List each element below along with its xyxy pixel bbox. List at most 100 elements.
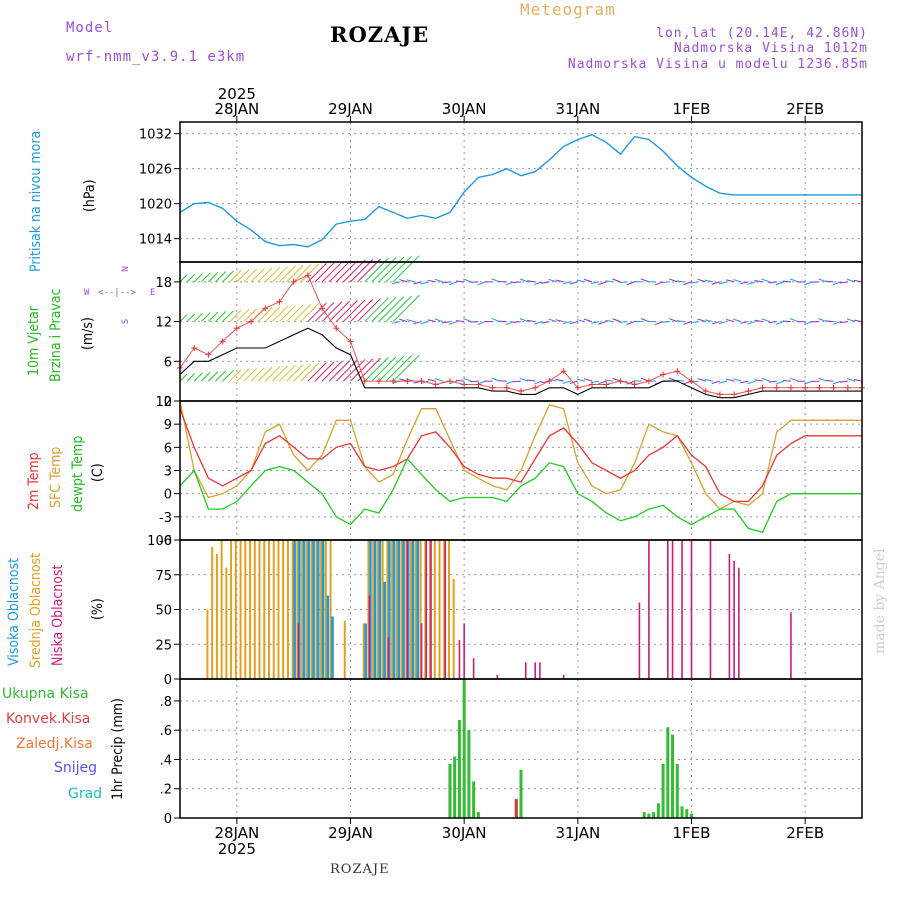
wind-barb (733, 318, 742, 323)
y-tick-label: 0 (164, 673, 172, 688)
page-title: ROZAJE (330, 22, 430, 47)
wind-gust-point (248, 318, 255, 325)
wind-barb (782, 280, 791, 283)
top-day-label: 28JAN (214, 100, 259, 118)
wind-barb (626, 281, 635, 286)
wind-barb (385, 355, 412, 382)
wind-barb (420, 321, 429, 325)
wind-barb (264, 366, 281, 382)
wind-gust-point (802, 384, 809, 391)
wind-barb (222, 310, 234, 322)
wind-gust-point (844, 384, 851, 391)
wind-barb (846, 377, 856, 382)
wind-barb (576, 279, 586, 283)
wind-gust-point (674, 368, 681, 375)
wind-barb (279, 364, 296, 382)
wind-barb (598, 321, 607, 325)
wind-barb (470, 380, 479, 383)
wind-gust-point (532, 384, 539, 391)
wind-barb (392, 354, 420, 382)
wind-barb (846, 318, 856, 323)
wind-barb (229, 270, 242, 283)
wind-barb (683, 321, 692, 325)
wind-barb (378, 256, 405, 283)
model-name: wrf-nmm_v3.9.1 e3km (66, 49, 246, 65)
bottom-day-label: 28JAN (214, 824, 259, 842)
wind-barb (434, 318, 444, 323)
wind-barb (534, 281, 543, 286)
wind-barb (343, 259, 366, 283)
wind-barb (307, 362, 327, 382)
wind-barb (704, 319, 713, 323)
wind-gust-point (589, 381, 596, 388)
y-tick-label: 25 (155, 638, 172, 653)
wind-barb (300, 263, 319, 283)
wind-barb (605, 379, 614, 382)
y-tick-label: 0 (164, 812, 172, 827)
wind-gust-point (716, 391, 723, 398)
total-precip-bar (453, 756, 457, 818)
wind-gust-point (304, 272, 311, 279)
wind-barb (605, 280, 614, 283)
wind-barb (357, 298, 381, 322)
wind-barb (385, 255, 412, 283)
wind-gust-point (759, 384, 766, 391)
sfc-temp-line (179, 400, 862, 510)
wind-gust-point (461, 381, 468, 388)
wind-speed-line (179, 327, 862, 399)
wind-gust-point (745, 388, 752, 395)
wind-barb (768, 321, 777, 324)
wind-barb (747, 281, 756, 285)
wind-barb (761, 278, 770, 283)
wind-barb (179, 314, 188, 322)
wind-gust-point (816, 384, 823, 391)
wind-barb (335, 300, 358, 322)
wind-barb (534, 380, 543, 385)
wind-gust-point (390, 378, 397, 385)
wind-barb (491, 318, 500, 323)
wind-barb (583, 378, 593, 382)
wind-gust-point (333, 325, 340, 332)
wind-barb (711, 281, 721, 285)
wind-barb (505, 321, 515, 325)
wind-barb (619, 281, 628, 284)
wind-barb (371, 296, 397, 322)
wind-barb (257, 366, 273, 382)
wind-gust-point (773, 384, 780, 391)
wind-barb (441, 321, 451, 324)
wind-barb (853, 319, 863, 323)
wind-barb (825, 379, 834, 382)
wind-barb (272, 305, 289, 322)
wind-barb (427, 378, 436, 382)
wind-barb (321, 361, 343, 382)
wind-barb (236, 368, 250, 382)
wind-barb (704, 378, 713, 382)
wind-barb (853, 279, 863, 283)
y-tick-label: -3 (159, 511, 172, 526)
wind-barb (839, 281, 848, 284)
wind-barb (208, 311, 219, 322)
wind-barb (350, 358, 374, 382)
total-precip-bar (519, 769, 523, 818)
wind-barb (555, 279, 564, 283)
wind-gust-point (446, 378, 453, 385)
compass-row: <--|--> (98, 288, 136, 298)
legend-conv-rain: Konvek.Kisa (6, 711, 91, 727)
wind-gust-point (574, 384, 581, 391)
wind-barb (583, 318, 593, 323)
wind-gust-point (688, 378, 695, 385)
wind-barb (448, 321, 458, 325)
top-day-label: 31JAN (555, 100, 600, 118)
wind-barb (697, 278, 706, 283)
legend-snow: Snijeg (54, 760, 98, 776)
wind-barb (853, 379, 863, 382)
legend-hail: Grad (68, 786, 103, 802)
legend-total-rain: Ukupna Kisa (2, 686, 89, 702)
model-altitude-label: Nadmorska Visina u modelu 1236.85m (567, 57, 868, 72)
wind-barb (527, 319, 536, 323)
wind-gust-point (276, 298, 283, 305)
wind-barb (562, 321, 571, 325)
wind-barb (215, 311, 227, 322)
wind-barb (250, 268, 265, 283)
total-precip-bar (642, 812, 646, 818)
